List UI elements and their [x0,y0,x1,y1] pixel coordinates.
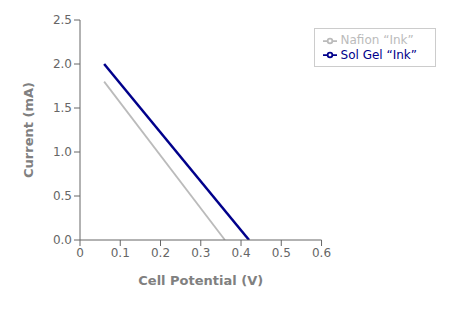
svg-text:0.5: 0.5 [272,246,291,260]
svg-text:0.2: 0.2 [151,246,170,260]
svg-text:0.1: 0.1 [111,246,130,260]
svg-text:Cell Potential (V): Cell Potential (V) [138,273,263,288]
svg-text:0.3: 0.3 [191,246,210,260]
svg-text:2.0: 2.0 [53,57,72,71]
html-text:Sol Gel “Ink”: Sol Gel “Ink” [340,47,417,62]
svg-text:0: 0 [76,246,84,260]
svg-text:1.5: 1.5 [53,101,72,115]
svg-text:0.5: 0.5 [53,189,72,203]
svg-text:1.0: 1.0 [53,145,72,159]
html-text:Nafion “Ink”: Nafion “Ink” [340,33,414,47]
svg-text:0.4: 0.4 [231,246,250,260]
svg-text:Current (mA): Current (mA) [21,82,36,178]
svg-text:0.0: 0.0 [53,233,72,247]
svg-text:0.6: 0.6 [312,246,331,260]
svg-text:2.5: 2.5 [53,13,72,27]
